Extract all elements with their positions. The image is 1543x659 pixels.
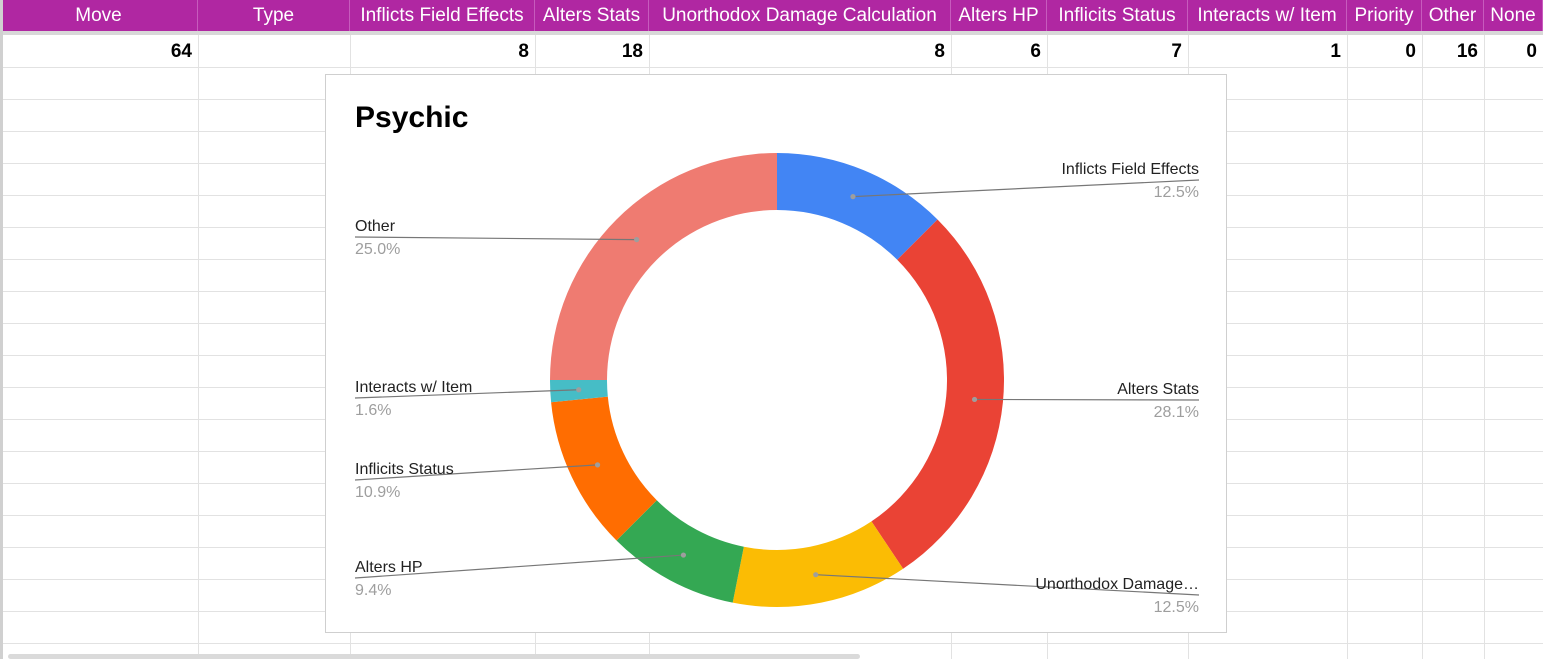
leader-line <box>354 236 637 241</box>
leader-line <box>354 389 579 399</box>
donut-chart: Inflicts Field Effects 12.5% Alters Stats 2… <box>354 153 1200 616</box>
slice-percent-inflicits-status: 10.9% <box>355 484 400 501</box>
header-divider <box>0 31 1543 35</box>
chart-card[interactable]: Psychic Inflicts Field Effects 12.5% Alter… <box>325 74 1227 633</box>
header-row: Move Type Inflicts Field Effects Alters … <box>0 0 1543 31</box>
value-cell-unorthodox-damage-calculation[interactable]: 8 <box>934 41 945 62</box>
slice-other[interactable] <box>550 153 777 380</box>
slice-percent-other: 25.0% <box>355 241 400 258</box>
column-divider <box>1484 35 1485 659</box>
value-cell-interacts-w-item[interactable]: 1 <box>1330 41 1341 62</box>
header-cell-type[interactable]: Type <box>198 0 350 31</box>
value-cell-other[interactable]: 16 <box>1456 41 1478 62</box>
leader-line <box>354 464 598 481</box>
header-cell-interacts-w-item[interactable]: Interacts w/ Item <box>1188 0 1347 31</box>
chart-title: Psychic <box>355 101 469 134</box>
value-cell-type[interactable] <box>198 36 350 68</box>
slice-label-unorthodox-damage-calculation: Unorthodox Damage… <box>1035 576 1199 593</box>
slice-label-inflicts-field-effects: Inflicts Field Effects <box>1061 161 1199 178</box>
leader-dot <box>850 194 856 200</box>
value-cell-priority[interactable]: 0 <box>1405 41 1416 62</box>
slice-inflicts-field-effects[interactable] <box>777 153 938 260</box>
slice-alters-stats[interactable] <box>871 219 1004 569</box>
leader-dot <box>680 552 687 558</box>
slice-percent-unorthodox-damage-calculation: 12.5% <box>1154 599 1199 616</box>
slice-inflicits-status[interactable] <box>551 396 657 541</box>
slice-unorthodox-damage-calculation[interactable] <box>732 521 904 607</box>
header-cell-move[interactable]: Move <box>0 0 198 31</box>
slice-percent-alters-hp: 9.4% <box>355 582 391 599</box>
slice-label-other: Other <box>355 218 396 235</box>
leader-dot <box>576 387 582 393</box>
leader-dot <box>971 396 978 403</box>
header-cell-alters-stats[interactable]: Alters Stats <box>535 0 649 31</box>
row-divider <box>0 67 1543 68</box>
header-cell-inflicits-status[interactable]: Inflicits Status <box>1047 0 1188 31</box>
leader-dot <box>594 462 601 468</box>
row-header-edge <box>0 0 3 659</box>
slice-percent-inflicts-field-effects: 12.5% <box>1154 184 1199 201</box>
header-cell-priority[interactable]: Priority <box>1347 0 1422 31</box>
header-cell-other[interactable]: Other <box>1422 0 1484 31</box>
header-cell-unorthodox-damage-calculation[interactable]: Unorthodox Damage Calculation <box>649 0 951 31</box>
value-cell-none[interactable]: 0 <box>1526 41 1537 62</box>
header-cell-alters-hp[interactable]: Alters HP <box>951 0 1047 31</box>
value-cell-alters-stats[interactable]: 18 <box>621 41 643 62</box>
slice-label-alters-stats: Alters Stats <box>1117 381 1199 398</box>
leader-line <box>974 398 1200 401</box>
slice-percent-alters-stats: 28.1% <box>1154 404 1199 421</box>
slice-label-inflicits-status: Inflicits Status <box>355 461 454 478</box>
value-cell-alters-hp[interactable]: 6 <box>1030 41 1041 62</box>
slice-alters-hp[interactable] <box>616 500 744 603</box>
header-cell-none[interactable]: None <box>1484 0 1543 31</box>
slice-label-interacts-w-item: Interacts w/ Item <box>355 379 472 396</box>
column-divider <box>1422 35 1423 659</box>
column-divider <box>198 35 199 659</box>
leader-dot <box>813 572 819 578</box>
horizontal-scrollbar[interactable] <box>8 654 860 659</box>
leader-dot <box>634 237 640 243</box>
column-divider <box>1347 35 1348 659</box>
slice-percent-interacts-w-item: 1.6% <box>355 402 391 419</box>
header-cell-inflicts-field-effects[interactable]: Inflicts Field Effects <box>350 0 535 31</box>
leader-line <box>852 179 1200 198</box>
value-cell-move[interactable]: 64 <box>170 41 192 62</box>
value-cell-inflicits-status[interactable]: 7 <box>1171 41 1182 62</box>
leader-line <box>354 554 684 579</box>
slice-label-alters-hp: Alters HP <box>355 559 423 576</box>
leader-line <box>815 574 1200 596</box>
value-cell-inflicts-field-effects[interactable]: 8 <box>518 41 529 62</box>
row-divider <box>0 643 1543 644</box>
